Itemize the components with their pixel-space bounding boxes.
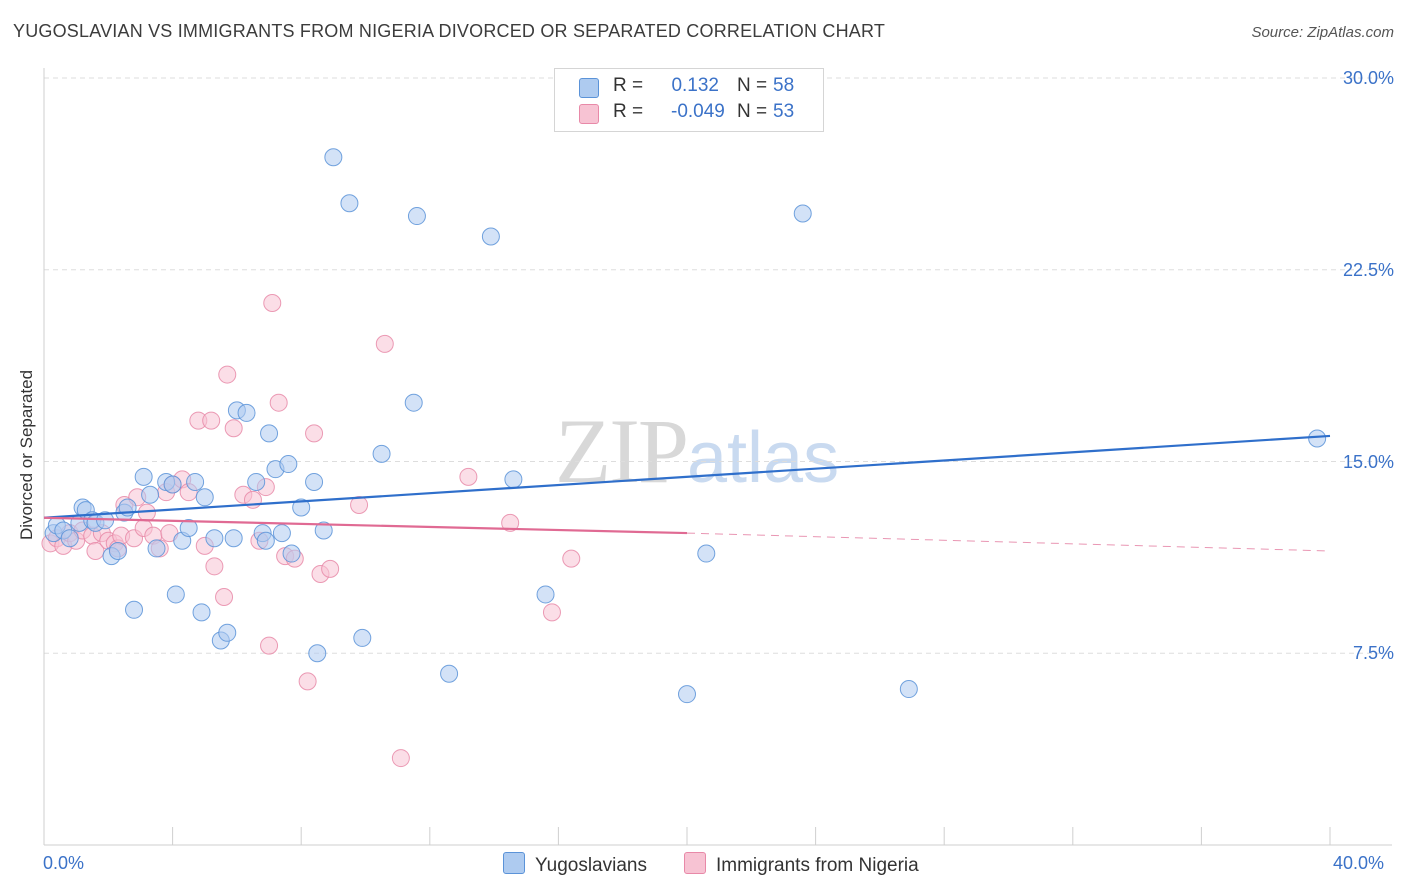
point-yugoslavian-22 — [179, 518, 198, 537]
y-tick-label-2: 22.5% — [1342, 259, 1394, 280]
point-yugoslavian-48 — [404, 393, 423, 412]
point-yugoslavian-16 — [141, 485, 160, 504]
legend-n-value: 53 — [773, 101, 795, 122]
point-yugoslavian-11 — [108, 541, 127, 560]
point-yugoslavian-51 — [481, 227, 500, 246]
point-yugoslavian-53 — [536, 585, 555, 604]
legend-r-value: -0.049 — [671, 101, 725, 122]
point-nigeria-50 — [542, 603, 561, 622]
point-nigeria-27 — [202, 411, 221, 430]
point-nigeria-42 — [305, 424, 324, 443]
point-yugoslavian-41 — [305, 472, 324, 491]
point-yugoslavian-54 — [678, 685, 696, 704]
point-nigeria-29 — [215, 588, 234, 607]
point-yugoslavian-3 — [60, 529, 79, 548]
point-yugoslavian-50 — [440, 664, 459, 683]
point-yugoslavian-58 — [1308, 429, 1327, 448]
point-nigeria-51 — [562, 549, 581, 568]
chart-title: YUGOSLAVIAN VS IMMIGRANTS FROM NIGERIA D… — [13, 21, 886, 41]
legend-swatch-blue — [579, 78, 599, 98]
point-nigeria-31 — [224, 419, 243, 438]
point-yugoslavian-46 — [353, 628, 372, 647]
y-tick-label-0: 7.5% — [1352, 643, 1394, 664]
legend-swatch-pink — [684, 852, 706, 874]
point-nigeria-7 — [86, 541, 105, 560]
point-yugoslavian-26 — [205, 529, 224, 548]
point-yugoslavian-15 — [134, 467, 153, 486]
legend-r-label: R = — [613, 101, 644, 122]
legend-label-nigeria: Immigrants from Nigeria — [716, 855, 919, 876]
legend-n-value: 58 — [773, 75, 795, 96]
point-yugoslavian-29 — [224, 529, 243, 548]
point-nigeria-37 — [263, 293, 282, 312]
legend-swatch-pink — [579, 104, 599, 124]
legend-n-label: N = — [737, 75, 768, 96]
point-yugoslavian-17 — [147, 539, 166, 558]
point-yugoslavian-23 — [186, 472, 205, 491]
point-yugoslavian-14 — [125, 600, 144, 619]
point-nigeria-28 — [205, 557, 224, 576]
point-yugoslavian-37 — [272, 524, 291, 543]
x-tick-label-max: 40.0% — [1333, 853, 1385, 873]
point-yugoslavian-45 — [340, 194, 359, 213]
trend-line-nigeria — [43, 516, 688, 535]
point-yugoslavian-52 — [504, 470, 523, 489]
point-yugoslavian-32 — [247, 472, 266, 491]
point-nigeria-38 — [269, 393, 288, 412]
trend-line-nigeria-extended — [686, 532, 1331, 552]
trend-line-yugoslavians — [43, 434, 1331, 519]
legend-r-value: 0.132 — [671, 75, 719, 96]
point-yugoslavian-55 — [697, 544, 716, 563]
x-tick-label-min: 0.0% — [43, 853, 85, 873]
point-nigeria-48 — [459, 467, 478, 486]
point-yugoslavian-28 — [218, 623, 237, 642]
point-yugoslavian-19 — [163, 475, 182, 494]
point-yugoslavian-20 — [166, 585, 185, 604]
legend-item-nigeria[interactable]: Immigrants from Nigeria — [684, 852, 919, 877]
point-yugoslavian-35 — [260, 424, 279, 443]
point-yugoslavian-42 — [308, 644, 327, 663]
point-nigeria-49 — [501, 513, 520, 532]
point-yugoslavian-39 — [282, 544, 301, 563]
legend-label-yugoslavians: Yugoslavians — [535, 855, 647, 876]
point-nigeria-30 — [218, 365, 237, 384]
legend-item-yugoslavians[interactable]: Yugoslavians — [503, 852, 647, 877]
point-yugoslavian-31 — [237, 403, 256, 422]
point-yugoslavian-25 — [195, 488, 214, 507]
point-nigeria-46 — [375, 334, 394, 353]
point-nigeria-44 — [321, 559, 340, 578]
source-label: Source: ZipAtlas.com — [1251, 24, 1394, 41]
point-yugoslavian-49 — [407, 207, 426, 226]
point-yugoslavian-24 — [192, 603, 211, 622]
correlation-legend: R = 0.132 N = 58 R = -0.049 N = 53 — [554, 68, 824, 132]
legend-r-label: R = — [613, 75, 644, 96]
y-axis-label: Divorced or Separated — [17, 369, 36, 540]
point-nigeria-47 — [391, 749, 410, 768]
y-tick-label-3: 30.0% — [1342, 68, 1394, 88]
point-yugoslavian-47 — [372, 444, 391, 463]
point-nigeria-41 — [298, 672, 317, 691]
point-nigeria-45 — [350, 495, 369, 514]
point-yugoslavian-40 — [292, 498, 311, 517]
point-yugoslavian-43 — [314, 521, 333, 540]
point-yugoslavian-44 — [324, 148, 343, 167]
y-tick-label-1: 15.0% — [1342, 451, 1394, 472]
point-nigeria-36 — [260, 636, 279, 655]
point-yugoslavian-57 — [899, 680, 918, 699]
point-yugoslavian-34 — [256, 531, 275, 550]
legend-n-label: N = — [737, 101, 768, 122]
legend-swatch-blue — [503, 852, 525, 874]
point-yugoslavian-38 — [279, 455, 298, 474]
point-yugoslavian-56 — [793, 204, 812, 223]
